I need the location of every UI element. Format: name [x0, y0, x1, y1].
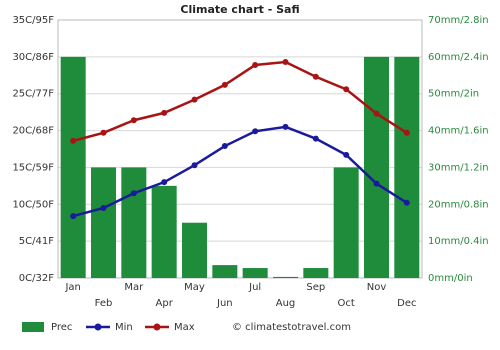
point — [161, 179, 168, 186]
x-tick-label: Jul — [248, 282, 261, 293]
point — [100, 204, 107, 211]
x-tick-label: Nov — [367, 282, 387, 293]
point — [282, 59, 289, 66]
point — [70, 213, 77, 220]
x-tick-label: Aug — [276, 298, 296, 309]
y2-tick-label: 10mm/0.4in — [428, 236, 489, 247]
bar — [333, 167, 359, 278]
bar — [121, 167, 147, 278]
bar — [303, 268, 329, 278]
point — [312, 73, 319, 80]
x-tick-label: Jun — [216, 298, 233, 309]
legend-swatch — [94, 323, 102, 331]
point — [252, 61, 259, 68]
bar — [60, 56, 86, 278]
legend-swatch — [153, 323, 161, 331]
chart-title: Climate chart - Safi — [180, 3, 299, 16]
y2-tick-label: 20mm/0.8in — [428, 199, 489, 210]
y-tick-label: 20C/68F — [12, 126, 54, 137]
point — [343, 86, 350, 93]
bar — [364, 56, 389, 278]
point — [373, 180, 380, 187]
y-tick-label: 10C/50F — [12, 199, 54, 210]
source: © climatestotravel.com — [232, 322, 351, 333]
legend-label: Min — [115, 322, 133, 333]
bar — [242, 268, 268, 278]
x-tick-label: Feb — [95, 298, 113, 309]
point — [70, 137, 77, 144]
point — [403, 129, 410, 136]
y-tick-label: 5C/41F — [19, 236, 54, 247]
point — [191, 162, 198, 169]
point — [191, 96, 198, 103]
point — [312, 135, 319, 142]
x-tick-label: Oct — [338, 298, 355, 309]
point — [252, 128, 259, 135]
legend-label: Prec — [51, 322, 72, 333]
point — [161, 109, 168, 116]
point — [403, 199, 410, 206]
point — [343, 151, 350, 158]
point — [130, 190, 137, 197]
x-tick-label: Jan — [64, 282, 80, 293]
point — [373, 110, 380, 117]
y-tick-label: 15C/59F — [12, 162, 54, 173]
y2-tick-label: 0mm/0in — [428, 273, 473, 284]
bar — [151, 185, 177, 278]
line — [72, 125, 408, 218]
y2-tick-label: 70mm/2.8in — [428, 15, 489, 26]
bar — [212, 265, 238, 278]
x-tick-label: Sep — [306, 282, 325, 293]
bar — [182, 222, 207, 278]
x-tick-label: May — [184, 282, 205, 293]
plot-frame — [57, 19, 423, 279]
y-tick-label: 30C/86F — [12, 52, 54, 63]
point — [130, 117, 137, 124]
y2-tick-label: 50mm/2in — [428, 89, 479, 100]
point — [282, 123, 289, 130]
line — [72, 60, 408, 143]
point — [100, 129, 107, 136]
y2-tick-label: 40mm/1.6in — [428, 126, 489, 137]
legend-label: Max — [174, 322, 195, 333]
legend-swatch — [22, 322, 44, 332]
bar — [91, 167, 116, 278]
y-tick-label: 35C/95F — [12, 15, 54, 26]
x-tick-label: Dec — [397, 298, 416, 309]
y-tick-label: 25C/77F — [12, 89, 54, 100]
bar — [273, 276, 298, 278]
y2-tick-label: 30mm/1.2in — [428, 162, 489, 173]
bar — [394, 56, 420, 278]
x-tick-label: Apr — [156, 298, 174, 309]
point — [221, 81, 228, 88]
y2-tick-label: 60mm/2.4in — [428, 52, 489, 63]
y-tick-label: 0C/32F — [19, 273, 54, 284]
point — [221, 143, 228, 150]
x-tick-label: Mar — [124, 282, 144, 293]
